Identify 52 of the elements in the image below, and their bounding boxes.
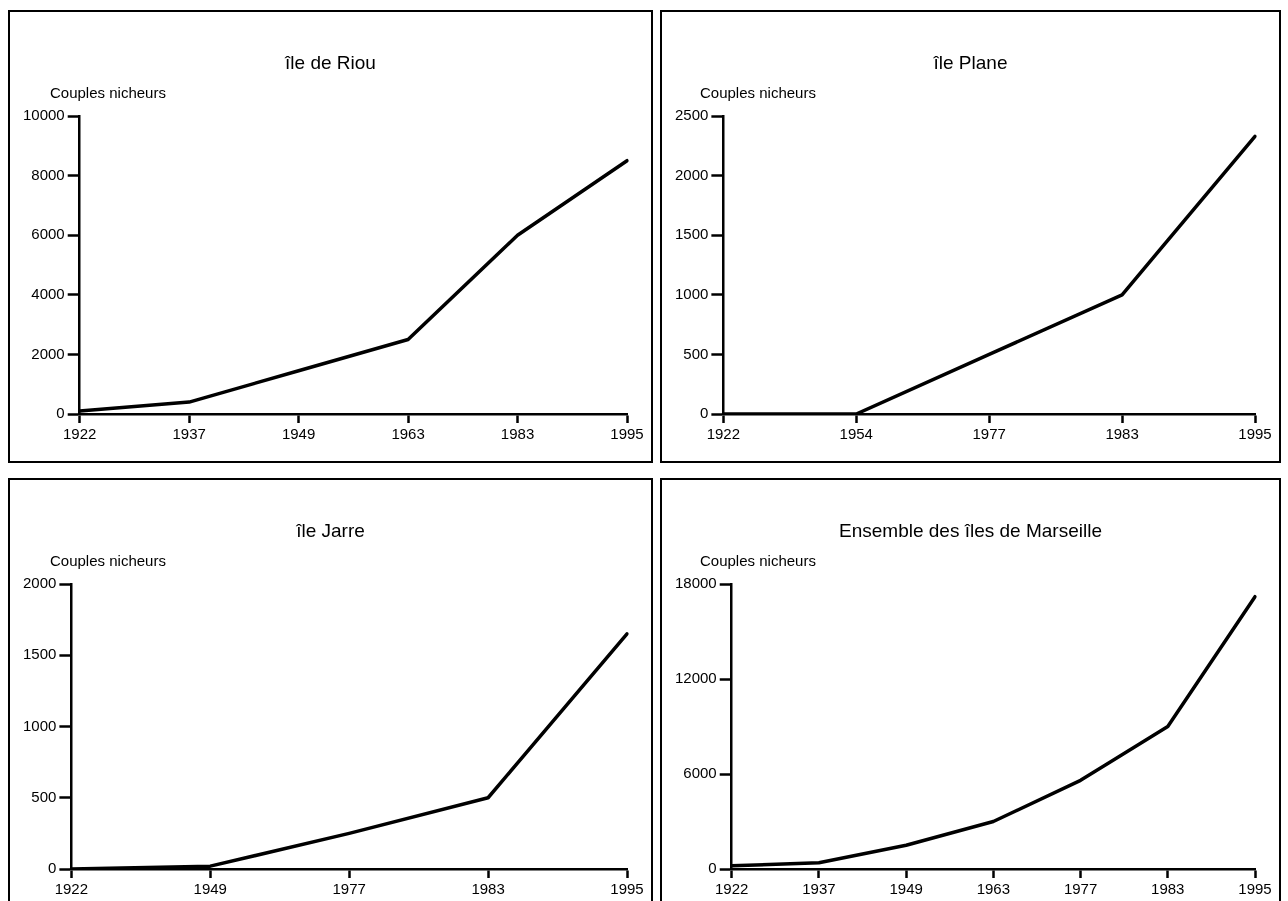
x-tick-label: 1995	[1238, 425, 1272, 443]
x-tick-label: 1977	[332, 880, 366, 898]
y-tick-label: 500	[31, 787, 57, 805]
y-tick-label: 2000	[674, 165, 709, 183]
chart-title: île Plane	[932, 52, 1009, 74]
y-tick-label: 0	[708, 859, 717, 877]
x-tick-label: 1922	[715, 880, 749, 898]
y-tick-label: 8000	[31, 165, 65, 183]
y-tick-label: 2000	[22, 574, 57, 592]
y-axis-title: Couples nicheurs	[700, 552, 816, 569]
y-tick-label: 2500	[674, 106, 709, 124]
x-tick-label: 1983	[1151, 880, 1185, 898]
x-tick-label: 1963	[391, 425, 425, 443]
y-axis-title: Couples nicheurs	[50, 84, 166, 101]
y-axis-title: Couples nicheurs	[700, 84, 816, 101]
y-tick-label: 1000	[22, 716, 57, 734]
y-tick-label: 4000	[31, 284, 65, 302]
y-tick-label: 0	[56, 404, 65, 422]
y-tick-label: 500	[683, 344, 709, 362]
y-tick-label: 0	[48, 859, 57, 877]
y-tick-label: 1000	[674, 284, 709, 302]
x-tick-label: 1995	[610, 880, 644, 898]
y-tick-label: 6000	[31, 225, 65, 243]
y-tick-label: 0	[700, 404, 709, 422]
chart-title: île de Riou	[284, 52, 377, 74]
y-tick-label: 2000	[31, 344, 65, 362]
y-tick-label: 1500	[22, 645, 57, 663]
y-tick-label: 10000	[22, 106, 65, 124]
x-tick-label: 1922	[63, 425, 97, 443]
x-tick-label: 1983	[471, 880, 505, 898]
chart-title: île Jarre	[295, 520, 366, 542]
y-tick-label: 6000	[683, 764, 717, 782]
x-tick-label: 1922	[706, 425, 741, 443]
x-tick-label: 1977	[972, 425, 1006, 443]
y-tick-label: 18000	[674, 574, 717, 592]
chart-title: Ensemble des îles de Marseille	[838, 520, 1103, 542]
x-tick-label: 1963	[976, 880, 1011, 898]
x-tick-label: 1949	[889, 880, 923, 898]
x-tick-label: 1949	[281, 425, 316, 443]
x-tick-label: 1977	[1063, 880, 1098, 898]
x-tick-label: 1949	[193, 880, 227, 898]
y-tick-label: 1500	[674, 225, 709, 243]
x-tick-label: 1995	[1238, 880, 1272, 898]
y-tick-label: 12000	[674, 669, 717, 687]
x-tick-label: 1922	[54, 880, 89, 898]
x-tick-label: 1937	[802, 880, 836, 898]
y-axis-title: Couples nicheurs	[50, 552, 166, 569]
x-tick-label: 1954	[839, 425, 873, 443]
x-tick-label: 1995	[610, 425, 644, 443]
x-tick-label: 1983	[1105, 425, 1139, 443]
x-tick-label: 1983	[500, 425, 535, 443]
x-tick-label: 1937	[172, 425, 206, 443]
